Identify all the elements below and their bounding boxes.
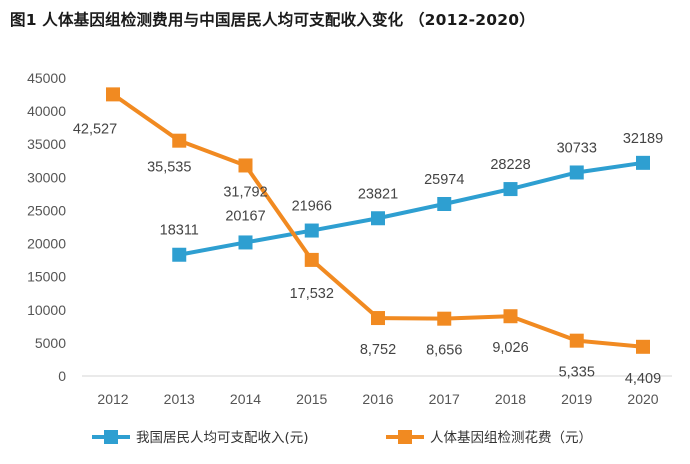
data-label: 21966 bbox=[292, 199, 332, 215]
legend-label: 我国居民人均可支配收入(元) bbox=[136, 430, 309, 446]
chart-title: 图1 人体基因组检测费用与中国居民人均可支配收入变化 （2012-2020） bbox=[10, 11, 535, 29]
data-label: 31,792 bbox=[223, 184, 267, 200]
x-tick-label: 2018 bbox=[495, 391, 526, 407]
series-points bbox=[106, 87, 650, 354]
data-label: 8,752 bbox=[360, 342, 396, 358]
data-label: 17,532 bbox=[290, 286, 334, 302]
data-label: 23821 bbox=[358, 186, 398, 202]
legend-marker-1 bbox=[398, 430, 412, 444]
data-point-0 bbox=[636, 155, 650, 170]
data-point-1 bbox=[106, 87, 120, 102]
data-point-0 bbox=[437, 196, 452, 211]
data-label: 4,409 bbox=[625, 371, 661, 387]
data-label: 9,026 bbox=[492, 340, 528, 356]
x-tick-label: 2014 bbox=[230, 391, 261, 407]
y-tick-label: 30000 bbox=[27, 169, 66, 185]
x-tick-label: 2013 bbox=[164, 391, 195, 407]
x-tick-label: 2017 bbox=[429, 391, 460, 407]
data-point-1 bbox=[636, 339, 650, 354]
data-point-1 bbox=[172, 133, 187, 148]
data-point-0 bbox=[172, 247, 187, 262]
y-tick-label: 15000 bbox=[27, 269, 66, 285]
y-tick-label: 20000 bbox=[27, 236, 66, 252]
data-labels: 18311 20167 21966 23821 25974 28228 30733 32189… bbox=[73, 121, 663, 386]
data-point-1 bbox=[371, 311, 385, 326]
data-label: 18311 bbox=[160, 223, 199, 239]
y-tick-label: 45000 bbox=[27, 70, 66, 86]
legend-label: 人体基因组检测花费（元） bbox=[430, 429, 592, 446]
x-tick-label: 2012 bbox=[97, 391, 128, 407]
data-point-1 bbox=[503, 309, 518, 324]
y-tick-label: 10000 bbox=[27, 302, 66, 318]
data-label: 42,527 bbox=[73, 121, 117, 137]
y-axis: 0 5000 10000 15000 20000 25000 30000 35000 40000… bbox=[27, 70, 66, 384]
data-label: 30733 bbox=[557, 140, 597, 156]
y-tick-label: 0 bbox=[58, 368, 66, 384]
data-label: 35,535 bbox=[147, 160, 191, 176]
series-line-0 bbox=[178, 160, 644, 257]
legend-marker-0 bbox=[104, 430, 118, 444]
data-point-1 bbox=[304, 252, 319, 267]
data-point-0 bbox=[238, 235, 253, 250]
data-label: 25974 bbox=[424, 172, 464, 188]
y-tick-label: 25000 bbox=[27, 202, 66, 218]
x-tick-label: 2019 bbox=[561, 391, 592, 407]
x-tick-label: 2020 bbox=[627, 391, 658, 407]
y-tick-label: 40000 bbox=[27, 103, 66, 119]
data-label: 8,656 bbox=[426, 343, 462, 359]
x-tick-label: 2016 bbox=[362, 391, 393, 407]
data-point-0 bbox=[371, 211, 385, 226]
x-tick-label: 2015 bbox=[296, 391, 327, 407]
data-point-1 bbox=[569, 333, 584, 348]
data-point-1 bbox=[238, 158, 253, 173]
data-point-0 bbox=[569, 165, 584, 180]
data-label: 28228 bbox=[490, 157, 530, 173]
x-axis: 2012 2013 2014 2015 2016 2017 2018 2019 2020 bbox=[82, 375, 672, 407]
legend: 我国居民人均可支配收入(元) 人体基因组检测花费（元） bbox=[92, 429, 592, 446]
data-label: 32189 bbox=[623, 131, 663, 147]
data-point-1 bbox=[437, 311, 452, 326]
data-point-0 bbox=[304, 223, 319, 238]
data-label: 20167 bbox=[225, 208, 265, 224]
data-point-0 bbox=[503, 182, 518, 197]
y-tick-label: 35000 bbox=[27, 136, 66, 152]
y-tick-label: 5000 bbox=[35, 335, 66, 351]
data-label: 5,335 bbox=[559, 365, 595, 381]
